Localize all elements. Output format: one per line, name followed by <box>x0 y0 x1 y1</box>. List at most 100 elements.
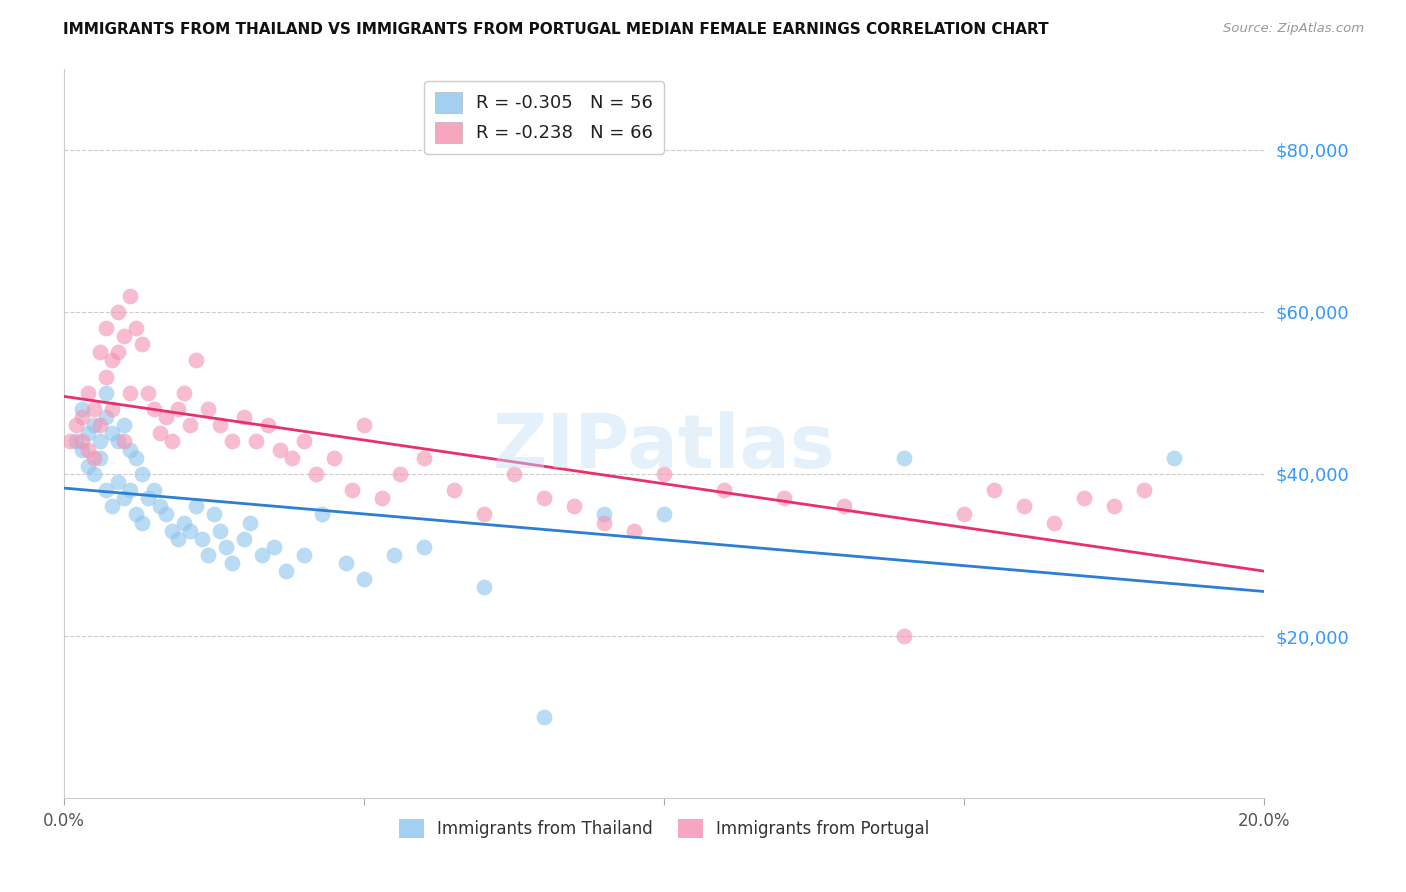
Point <box>107 475 129 489</box>
Point <box>118 385 141 400</box>
Point <box>94 410 117 425</box>
Point <box>167 402 190 417</box>
Point <box>983 483 1005 497</box>
Point <box>94 483 117 497</box>
Point <box>125 508 148 522</box>
Point <box>173 385 195 400</box>
Point <box>593 508 616 522</box>
Point <box>263 540 285 554</box>
Point <box>1163 450 1185 465</box>
Point <box>112 491 135 506</box>
Point <box>70 434 93 449</box>
Point <box>107 345 129 359</box>
Point <box>143 402 166 417</box>
Point <box>131 337 153 351</box>
Point <box>118 483 141 497</box>
Point <box>101 402 124 417</box>
Point <box>155 410 177 425</box>
Point <box>125 450 148 465</box>
Point <box>413 450 436 465</box>
Point <box>233 410 256 425</box>
Point <box>184 500 207 514</box>
Point <box>191 532 214 546</box>
Point <box>77 442 100 457</box>
Point <box>832 500 855 514</box>
Point <box>179 418 201 433</box>
Point <box>107 434 129 449</box>
Point <box>70 410 93 425</box>
Point <box>167 532 190 546</box>
Point <box>209 524 232 538</box>
Point <box>101 353 124 368</box>
Point <box>893 629 915 643</box>
Point <box>89 434 111 449</box>
Point <box>274 564 297 578</box>
Point <box>160 524 183 538</box>
Point <box>533 491 555 506</box>
Point <box>83 402 105 417</box>
Point <box>221 434 243 449</box>
Point <box>160 434 183 449</box>
Point <box>94 369 117 384</box>
Point <box>323 450 346 465</box>
Point <box>1012 500 1035 514</box>
Point <box>413 540 436 554</box>
Point <box>112 418 135 433</box>
Point <box>209 418 232 433</box>
Point <box>83 418 105 433</box>
Point <box>89 345 111 359</box>
Point <box>503 467 526 481</box>
Point <box>136 385 159 400</box>
Point <box>197 548 219 562</box>
Point <box>77 385 100 400</box>
Point <box>533 710 555 724</box>
Point <box>59 434 82 449</box>
Point <box>65 434 87 449</box>
Point <box>112 434 135 449</box>
Point <box>472 580 495 594</box>
Point <box>131 516 153 530</box>
Point <box>83 450 105 465</box>
Text: ZIPatlas: ZIPatlas <box>492 411 835 484</box>
Point <box>953 508 976 522</box>
Point <box>623 524 645 538</box>
Point <box>70 402 93 417</box>
Point <box>562 500 585 514</box>
Legend: Immigrants from Thailand, Immigrants from Portugal: Immigrants from Thailand, Immigrants fro… <box>392 812 936 845</box>
Point <box>143 483 166 497</box>
Point <box>292 434 315 449</box>
Point <box>472 508 495 522</box>
Text: IMMIGRANTS FROM THAILAND VS IMMIGRANTS FROM PORTUGAL MEDIAN FEMALE EARNINGS CORR: IMMIGRANTS FROM THAILAND VS IMMIGRANTS F… <box>63 22 1049 37</box>
Point <box>125 321 148 335</box>
Point <box>173 516 195 530</box>
Point <box>136 491 159 506</box>
Point <box>371 491 394 506</box>
Point <box>202 508 225 522</box>
Point <box>131 467 153 481</box>
Point <box>353 572 375 586</box>
Point <box>149 426 172 441</box>
Point <box>652 467 675 481</box>
Point <box>353 418 375 433</box>
Point <box>118 442 141 457</box>
Point <box>245 434 267 449</box>
Point <box>89 418 111 433</box>
Point <box>292 548 315 562</box>
Point <box>281 450 304 465</box>
Point <box>239 516 262 530</box>
Point <box>269 442 291 457</box>
Point <box>94 321 117 335</box>
Point <box>1043 516 1066 530</box>
Point <box>1073 491 1095 506</box>
Point <box>101 426 124 441</box>
Point <box>149 500 172 514</box>
Text: Source: ZipAtlas.com: Source: ZipAtlas.com <box>1223 22 1364 36</box>
Point <box>118 288 141 302</box>
Point <box>593 516 616 530</box>
Point <box>65 418 87 433</box>
Point <box>389 467 412 481</box>
Point <box>94 385 117 400</box>
Point <box>893 450 915 465</box>
Point <box>107 304 129 318</box>
Point <box>89 450 111 465</box>
